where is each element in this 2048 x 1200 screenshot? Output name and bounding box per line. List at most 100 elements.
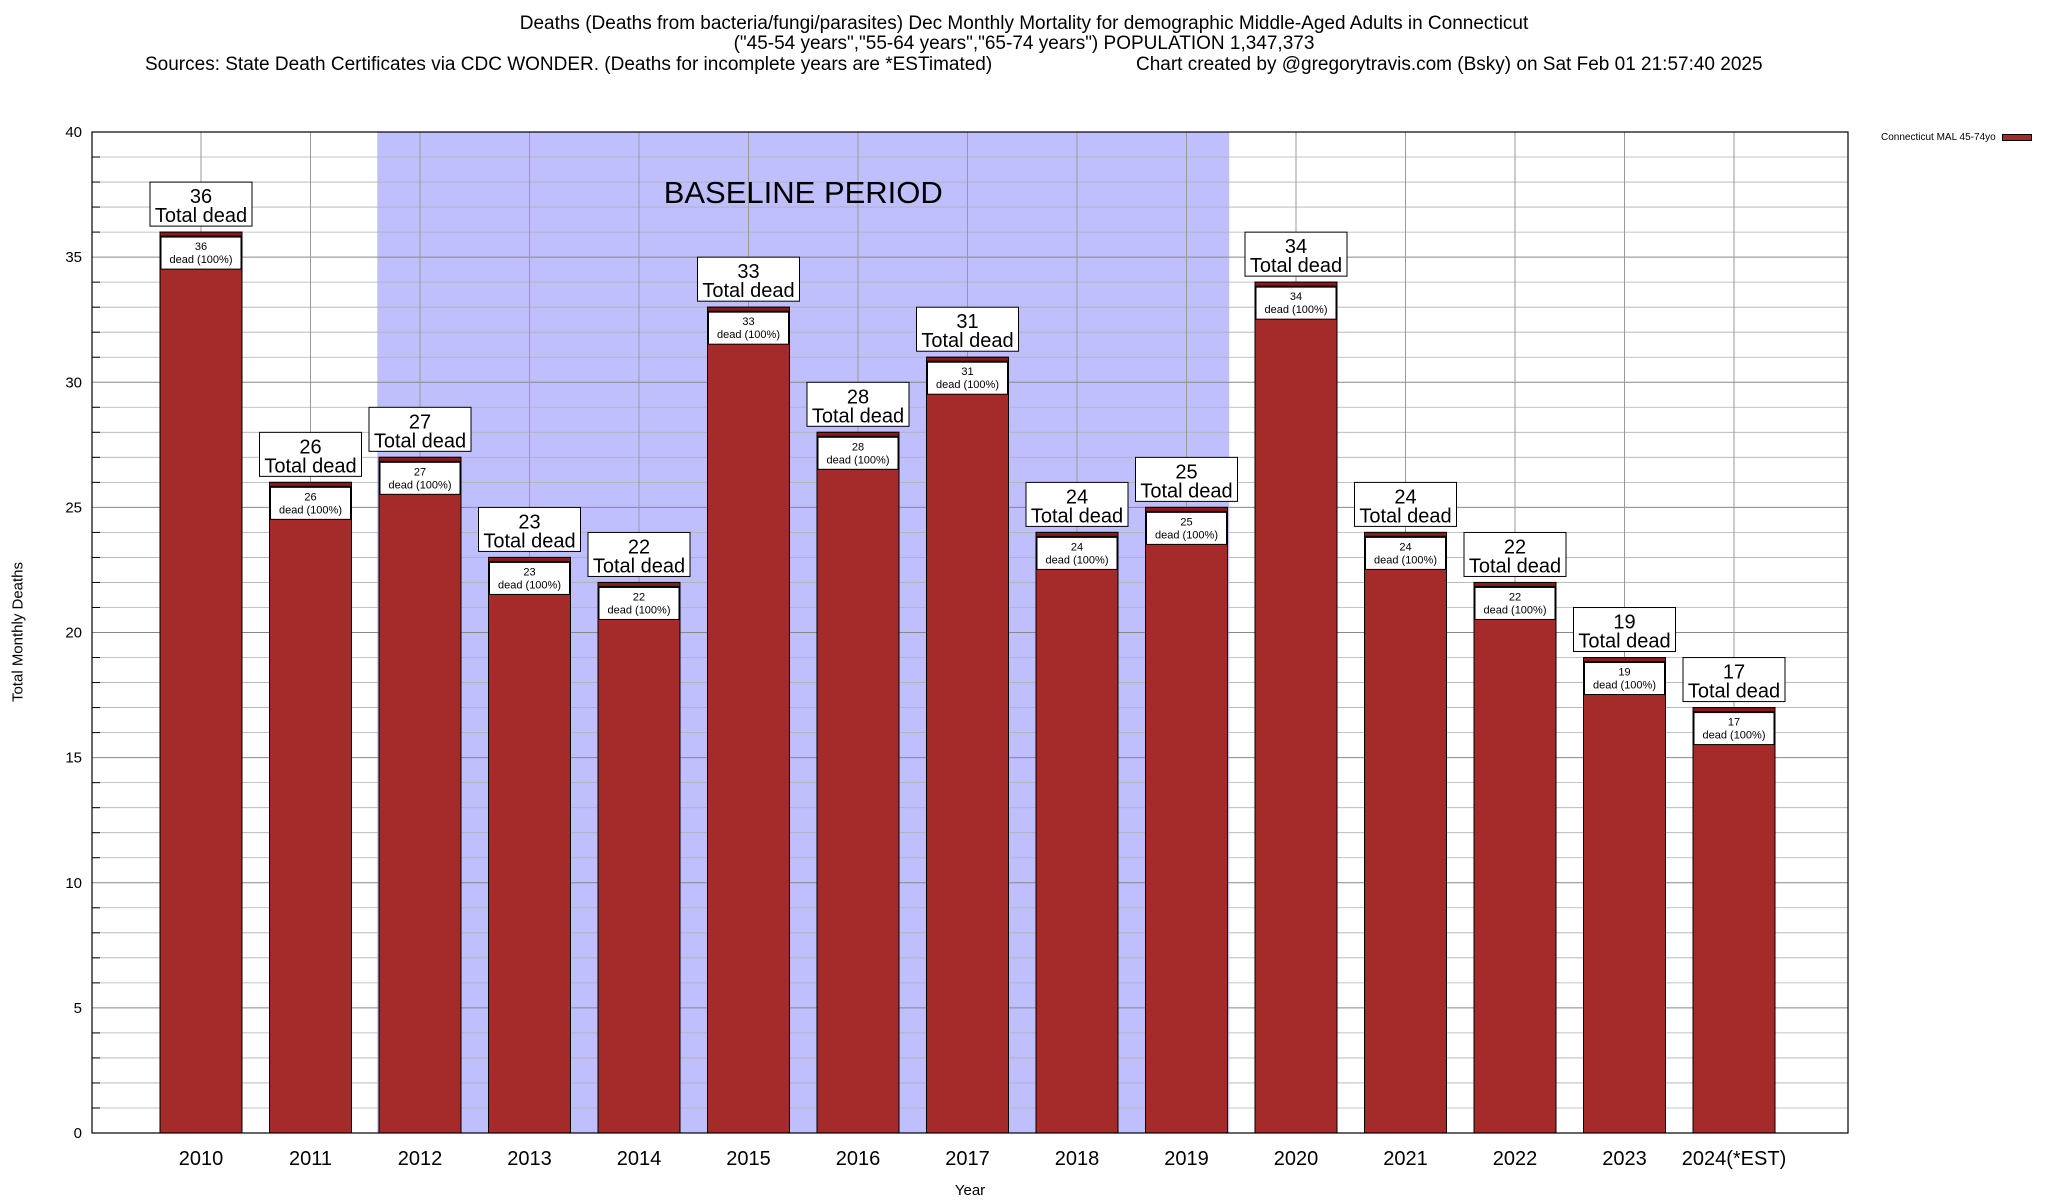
inner-label-text: dead (100%) xyxy=(389,479,452,491)
inner-label-text: dead (100%) xyxy=(1155,529,1218,541)
inner-label-box xyxy=(489,561,570,595)
total-label-value: 28 xyxy=(847,386,869,408)
total-label-text: Total dead xyxy=(1250,255,1342,277)
y-tick-label: 15 xyxy=(65,750,82,767)
total-label-text: Total dead xyxy=(1140,480,1232,502)
total-label-text: Total dead xyxy=(1031,505,1123,527)
inner-label-value: 26 xyxy=(304,491,316,503)
x-tick-label: 2013 xyxy=(507,1148,552,1170)
bar-cap xyxy=(159,231,243,237)
bar xyxy=(1473,581,1557,1134)
total-label-value: 27 xyxy=(409,411,431,433)
inner-label-value: 19 xyxy=(1618,667,1630,679)
inner-label-value: 22 xyxy=(1509,591,1521,603)
bar-cap xyxy=(488,556,571,562)
inner-label-box xyxy=(1146,511,1227,545)
total-label-box xyxy=(149,181,253,227)
total-label-box xyxy=(916,306,1019,352)
x-tick-label: 2017 xyxy=(945,1148,990,1170)
inner-label-value: 24 xyxy=(1071,541,1083,553)
bar xyxy=(816,431,900,1134)
total-label-value: 34 xyxy=(1285,236,1307,258)
bar xyxy=(597,581,681,1134)
total-label-text: Total dead xyxy=(374,430,466,452)
bar-cap xyxy=(816,431,900,437)
inner-label-value: 36 xyxy=(195,241,207,253)
bar xyxy=(926,356,1009,1134)
bar-cap xyxy=(1692,707,1776,713)
bar-cap xyxy=(1254,281,1338,287)
total-label-text: Total dead xyxy=(921,330,1013,352)
inner-label-text: dead (100%) xyxy=(1593,680,1656,692)
bar-cap xyxy=(1364,531,1447,537)
bar xyxy=(1254,281,1338,1134)
inner-label-value: 23 xyxy=(523,566,535,578)
x-tick-label: 2024(*EST) xyxy=(1682,1148,1787,1170)
x-tick-label: 2011 xyxy=(289,1148,332,1170)
bar-cap xyxy=(597,581,681,587)
y-tick-label: 40 xyxy=(65,124,82,141)
bar-cap xyxy=(1473,581,1557,587)
inner-label-text: dead (100%) xyxy=(608,604,671,616)
total-label-box xyxy=(1135,456,1238,502)
x-tick-label: 2023 xyxy=(1602,1148,1647,1170)
bar-cap xyxy=(926,356,1009,362)
inner-label-box xyxy=(708,311,789,345)
inner-label-text: dead (100%) xyxy=(827,454,890,466)
legend-swatch xyxy=(2001,134,2032,141)
bar-cap xyxy=(1035,531,1119,537)
total-label-text: Total dead xyxy=(155,205,247,227)
total-label-value: 25 xyxy=(1175,461,1197,483)
total-label-value: 23 xyxy=(518,511,540,533)
y-tick-label: 0 xyxy=(74,1125,82,1142)
inner-label-value: 28 xyxy=(852,441,864,453)
total-label-box xyxy=(1682,657,1786,703)
chart-credit: Chart created by @gregorytravis.com (Bsk… xyxy=(1136,54,1763,75)
total-label-text: Total dead xyxy=(1359,505,1451,527)
x-tick-label: 2021 xyxy=(1383,1148,1428,1170)
bar-cap xyxy=(1145,506,1228,512)
inner-label-text: dead (100%) xyxy=(1046,554,1109,566)
total-label-box xyxy=(478,506,581,552)
bar xyxy=(1364,531,1447,1134)
bar xyxy=(1145,506,1228,1134)
x-tick-label: 2016 xyxy=(836,1148,881,1170)
chart-title: Deaths (Deaths from bacteria/fungi/paras… xyxy=(519,13,1529,34)
inner-label-text: dead (100%) xyxy=(1703,730,1766,742)
total-label-box xyxy=(259,431,362,477)
inner-label-text: dead (100%) xyxy=(1265,304,1328,316)
plot-frame xyxy=(91,131,1849,1134)
inner-label-box xyxy=(270,486,351,520)
inner-label-text: dead (100%) xyxy=(498,579,561,591)
total-label-text: Total dead xyxy=(1688,681,1780,703)
y-tick-label: 35 xyxy=(65,249,82,266)
x-tick-label: 2015 xyxy=(726,1148,771,1170)
x-tick-label: 2014 xyxy=(617,1148,662,1170)
inner-label-box xyxy=(1584,662,1665,696)
x-tick-label: 2019 xyxy=(1164,1148,1209,1170)
inner-label-value: 31 xyxy=(961,366,973,378)
total-label-value: 31 xyxy=(956,311,978,333)
total-label-box xyxy=(368,406,472,452)
x-tick-label: 2022 xyxy=(1493,1148,1538,1170)
y-axis-label: Total Monthly Deaths xyxy=(9,561,27,703)
bar-cap xyxy=(1583,657,1666,663)
legend: Connecticut MAL 45-74yo xyxy=(1881,132,2032,143)
x-tick-label: 2012 xyxy=(398,1148,443,1170)
bar-cap xyxy=(269,481,352,487)
total-label-value: 22 xyxy=(1504,536,1526,558)
total-label-text: Total dead xyxy=(264,455,356,477)
total-label-value: 36 xyxy=(190,186,212,208)
y-tick-label: 25 xyxy=(65,499,82,516)
total-label-box xyxy=(1463,531,1567,577)
inner-label-box xyxy=(1036,536,1118,570)
total-label-box xyxy=(1573,607,1676,653)
y-tick-label: 30 xyxy=(65,374,82,391)
sources-note: Sources: State Death Certificates via CD… xyxy=(145,54,993,75)
total-label-value: 26 xyxy=(299,436,321,458)
total-label-value: 17 xyxy=(1723,662,1745,684)
bar xyxy=(378,456,462,1134)
total-label-text: Total dead xyxy=(812,405,904,427)
inner-label-box xyxy=(1365,536,1446,570)
